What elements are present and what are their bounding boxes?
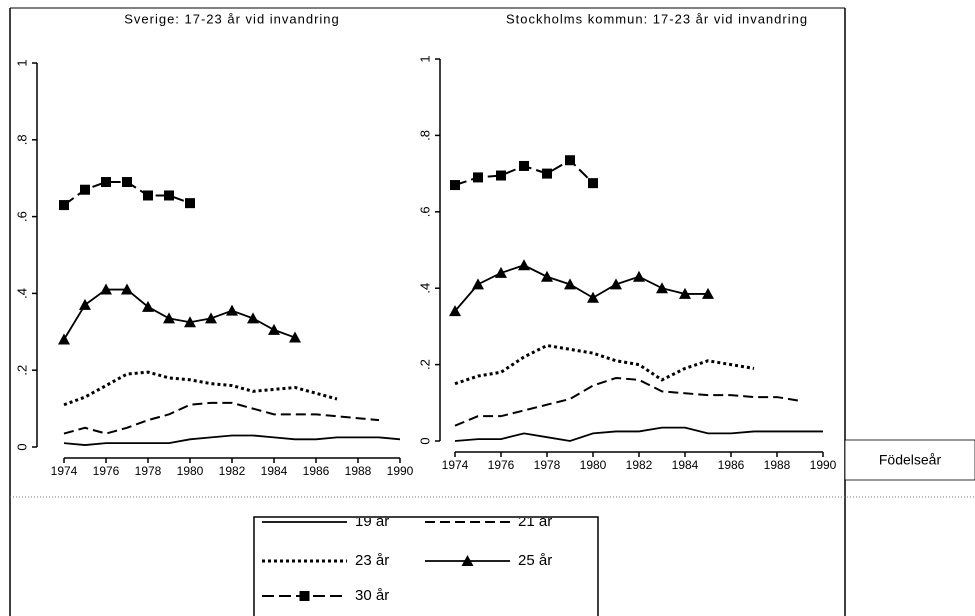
triangle-marker	[226, 304, 238, 316]
x-tick-label: 1980	[177, 464, 204, 478]
x-tick-label: 1982	[219, 464, 246, 478]
y-tick-label: .4	[14, 288, 29, 299]
legend-label: 25 år	[518, 552, 552, 569]
x-tick-label: 1990	[387, 464, 414, 478]
triangle-marker	[564, 278, 576, 290]
triangle-marker	[184, 316, 196, 328]
series-line	[454, 343, 755, 386]
square-marker	[450, 180, 460, 191]
xlabel-box	[844, 439, 975, 481]
triangle-marker	[121, 283, 133, 295]
square-marker	[122, 177, 132, 188]
x-axis-label: Födelseår	[879, 452, 942, 468]
x-tick-label: 1978	[135, 464, 162, 478]
x-tick-label: 1988	[764, 458, 791, 472]
triangle-marker	[679, 287, 691, 299]
square-marker	[565, 155, 575, 166]
series-line	[454, 264, 708, 312]
triangle-marker	[205, 312, 217, 324]
chart-title: Sverige: 17-23 år vid invandring	[124, 11, 340, 26]
triangle-marker	[268, 323, 280, 335]
y-tick-label: .2	[417, 359, 432, 370]
triangle-marker	[100, 283, 112, 295]
x-tick-label: 1984	[672, 458, 699, 472]
series-line	[454, 376, 801, 427]
y-tick-label: 0	[417, 437, 432, 444]
triangle-marker	[702, 287, 714, 299]
square-marker	[496, 170, 506, 181]
triangle-marker	[163, 312, 175, 324]
x-tick-label: 1986	[303, 464, 330, 478]
square-marker	[299, 591, 310, 601]
y-tick-label: 1	[14, 59, 29, 66]
square-marker	[59, 200, 69, 211]
triangle-marker	[633, 270, 645, 282]
chart-title: Stockholms kommun: 17-23 år vid invandri…	[506, 11, 808, 26]
square-marker	[164, 190, 174, 201]
y-tick-label: .6	[417, 206, 432, 217]
triangle-marker	[289, 331, 301, 343]
x-tick-label: 1982	[626, 458, 653, 472]
legend-label: 23 år	[355, 552, 389, 569]
y-tick-label: .4	[417, 283, 432, 294]
triangle-marker	[610, 278, 622, 290]
square-marker	[80, 184, 90, 195]
triangle-marker	[495, 266, 507, 278]
triangle-marker	[541, 270, 553, 282]
y-tick-label: 1	[417, 55, 432, 62]
legend-box	[253, 516, 599, 616]
square-marker	[588, 178, 598, 189]
legend: 19 år 21 år 23 år 25 år 30 år	[262, 513, 552, 604]
series-line	[63, 370, 338, 407]
series-line	[63, 288, 296, 340]
square-marker	[143, 190, 153, 201]
square-marker	[542, 168, 552, 179]
triangle-marker	[518, 259, 530, 271]
triangle-marker	[461, 555, 474, 566]
series-line	[454, 426, 823, 442]
triangle-marker	[587, 291, 599, 303]
triangle-marker	[656, 282, 668, 294]
x-tick-label: 1984	[261, 464, 288, 478]
y-tick-label: .6	[14, 211, 29, 222]
triangle-marker	[79, 298, 91, 310]
series-line	[63, 434, 401, 446]
y-tick-label: .8	[417, 130, 432, 141]
x-tick-label: 1976	[488, 458, 515, 472]
triangle-marker	[472, 278, 484, 290]
x-tick-label: 1986	[718, 458, 745, 472]
x-tick-label: 1990	[810, 458, 837, 472]
triangle-marker	[449, 305, 461, 317]
legend-label: 19 år	[355, 513, 389, 530]
x-tick-label: 1974	[442, 458, 469, 472]
y-tick-label: .8	[14, 134, 29, 145]
x-tick-label: 1976	[93, 464, 120, 478]
x-tick-label: 1974	[51, 464, 78, 478]
square-marker	[101, 177, 111, 188]
series-line	[63, 401, 380, 435]
triangle-marker	[142, 300, 154, 312]
y-tick-label: 0	[14, 443, 29, 450]
square-marker	[473, 172, 483, 183]
x-tick-label: 1980	[580, 458, 607, 472]
legend-label: 21 år	[518, 513, 552, 530]
y-tick-label: .2	[14, 365, 29, 376]
triangle-marker	[58, 333, 70, 345]
triangle-marker	[247, 312, 259, 324]
x-tick-label: 1978	[534, 458, 561, 472]
square-marker	[185, 198, 195, 209]
x-tick-label: 1988	[345, 464, 372, 478]
legend-label: 30 år	[355, 587, 389, 604]
square-marker	[519, 160, 529, 171]
